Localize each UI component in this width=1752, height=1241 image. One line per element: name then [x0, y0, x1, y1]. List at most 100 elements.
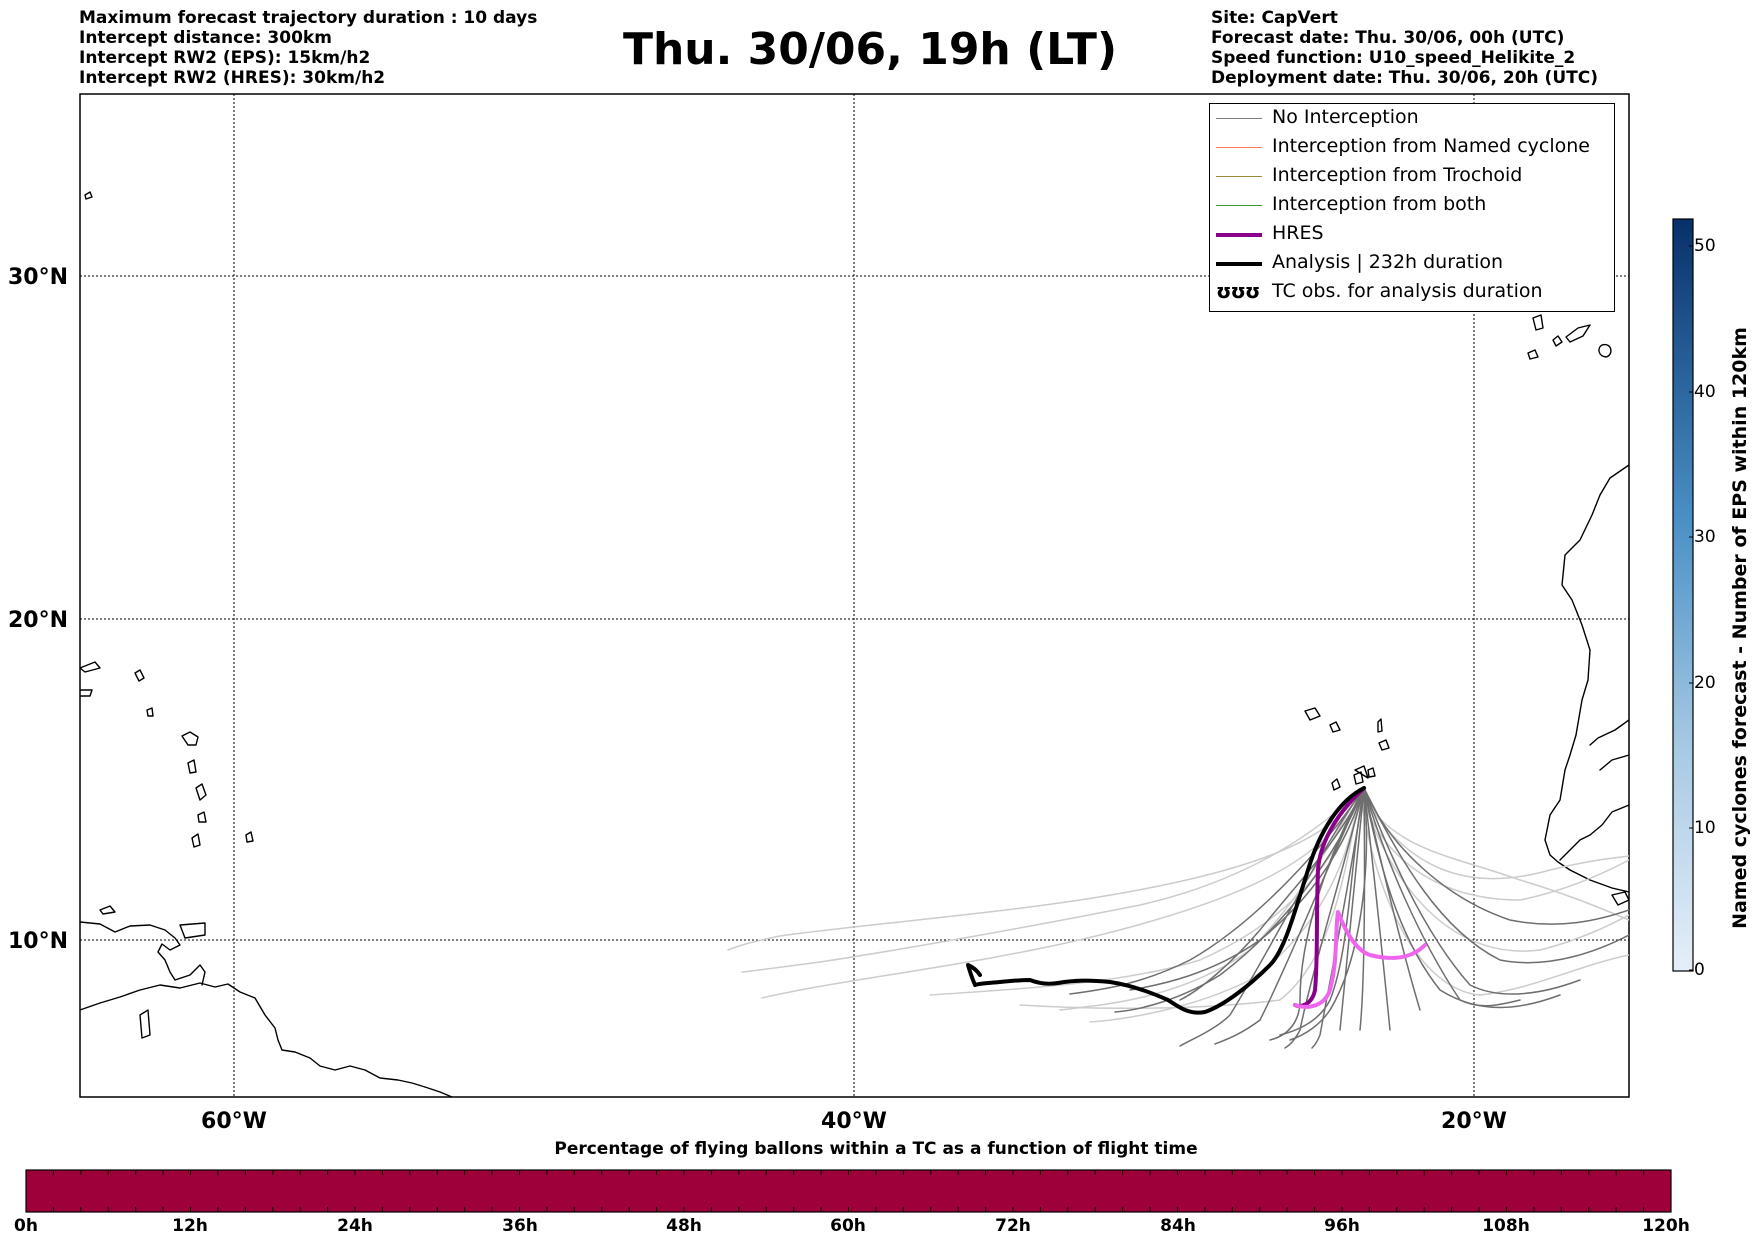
- eps-dark-2: [1214, 787, 1365, 1045]
- eps-light-10: [1359, 789, 1629, 921]
- colorbar-h-tick: 72h: [995, 1216, 1031, 1236]
- legend-label: Interception from Trochoid: [1272, 164, 1523, 186]
- legend-item-named-cyclone: Interception from Named cyclone: [1210, 133, 1614, 162]
- tc-obs-symbol-icon: ʊʊʊ: [1216, 279, 1260, 303]
- colorbar-v-tick-40: 40: [1694, 382, 1716, 402]
- legend-label: Interception from Named cyclone: [1272, 135, 1590, 157]
- legend-label: HRES: [1272, 222, 1324, 244]
- canary-island-5: [1527, 349, 1539, 360]
- eps-dark-20: [1179, 787, 1365, 1001]
- legend-swatch: [1216, 233, 1262, 237]
- colorbar-h-tick: 120h: [1642, 1216, 1690, 1236]
- caribbean-island-4: [181, 731, 199, 746]
- graticule: [80, 94, 1629, 1097]
- coast-venezuela: [80, 921, 206, 986]
- canary-island-2: [1565, 324, 1591, 343]
- eps-dark-7: [1363, 787, 1391, 1031]
- eps-light-1: [727, 789, 1361, 951]
- colorbar-v-label: Named cyclones forecast - Number of EPS …: [1729, 327, 1751, 929]
- colorbar-h-tick: 96h: [1324, 1216, 1360, 1236]
- caribbean-island-10: [99, 905, 116, 915]
- eps-dark-17: [1363, 787, 1561, 1009]
- cape-verde-island-1: [1304, 707, 1321, 721]
- colorbar-h-tick: 0h: [14, 1216, 38, 1236]
- coast-west-africa: [1544, 464, 1629, 893]
- lat-label-30n: 30°N: [8, 265, 68, 290]
- forecast-parameters: Maximum forecast trajectory duration : 1…: [79, 8, 537, 88]
- coast-senegal-detail: [1559, 719, 1629, 861]
- analysis-trajectory-main: [966, 786, 1366, 1015]
- eps-dark-6: [1359, 787, 1366, 1031]
- lon-label-40w: 40°W: [821, 1109, 887, 1134]
- caribbean-island-1: [80, 661, 101, 673]
- colorbar-v-tick-20: 20: [1694, 673, 1716, 693]
- flight-time-colorbar: [25, 1169, 1672, 1213]
- eps-dark-19: [1279, 787, 1365, 1036]
- param-intercept-distance: Intercept distance: 300km: [79, 28, 332, 48]
- legend-item-hres: HRES: [1210, 220, 1614, 249]
- legend-item-no-interception: No Interception: [1210, 104, 1614, 133]
- legend-label: Interception from both: [1272, 193, 1487, 215]
- eps-light-8: [1359, 789, 1629, 880]
- eps-dark-18: [1363, 787, 1629, 925]
- eps-dark-5: [1339, 787, 1365, 1031]
- cape-verde-island-2: [1329, 721, 1341, 733]
- eps-light-9: [1359, 789, 1629, 996]
- caribbean-island-13: [146, 707, 154, 717]
- site-name: Site: CapVert: [1211, 8, 1338, 28]
- legend-item-tc-obs: ʊʊʊ TC obs. for analysis duration: [1210, 278, 1614, 307]
- coast-south-america: [80, 982, 453, 1097]
- eps-dark-15: [1269, 787, 1365, 1041]
- cape-verde-island-3: [1377, 718, 1383, 733]
- eps-dark-14: [1129, 787, 1365, 991]
- page-title: Thu. 30/06, 19h (LT): [622, 24, 1118, 75]
- param-rw2-hres: Intercept RW2 (HRES): 30km/h2: [79, 68, 386, 88]
- legend-swatch: [1216, 205, 1262, 206]
- eps-light-7: [1359, 789, 1629, 952]
- caribbean-island-9: [245, 831, 254, 843]
- legend-label: TC obs. for analysis duration: [1272, 280, 1543, 302]
- eps-dark-16: [1289, 787, 1368, 1041]
- legend-label: No Interception: [1272, 106, 1419, 128]
- caribbean-island-5: [187, 759, 197, 774]
- colorbar-v-tick-30: 30: [1694, 527, 1716, 547]
- coastlines: [80, 191, 1629, 1097]
- lon-label-20w: 20°W: [1441, 1109, 1507, 1134]
- site-info: Site: CapVert Forecast date: Thu. 30/06,…: [1211, 8, 1598, 88]
- eps-light-3: [761, 789, 1361, 999]
- colorbar-h-tick: 48h: [666, 1216, 702, 1236]
- param-max-duration: Maximum forecast trajectory duration : 1…: [79, 8, 538, 28]
- colorbar-v-tick-50: 50: [1694, 236, 1716, 256]
- named-cyclones-colorbar: [1672, 218, 1694, 972]
- eps-light-4: [929, 789, 1361, 996]
- coast-trinidad: [179, 922, 206, 939]
- hres-trajectory-late: [1293, 910, 1427, 1009]
- canary-island-4: [1552, 335, 1563, 347]
- colorbar-h-ticks: [52, 1170, 1645, 1212]
- eps-trajectories-dark: [1069, 787, 1629, 1049]
- forecast-date: Forecast date: Thu. 30/06, 00h (UTC): [1211, 28, 1565, 48]
- caribbean-island-7: [197, 811, 207, 823]
- caribbean-island-12: [84, 191, 93, 200]
- cape-verde-island-6: [1331, 778, 1341, 791]
- west-africa-islands: [1611, 891, 1629, 906]
- param-rw2-eps: Intercept RW2 (EPS): 15km/h2: [79, 48, 371, 68]
- legend-item-both: Interception from both: [1210, 191, 1614, 220]
- eps-dark-10: [1363, 787, 1629, 964]
- eps-dark-1: [1179, 787, 1365, 1047]
- colorbar-h-tick: 60h: [830, 1216, 866, 1236]
- cape-verde-island-7: [1354, 765, 1369, 779]
- caribbean-island-8: [191, 833, 201, 848]
- legend-label: Analysis | 232h duration: [1272, 251, 1504, 273]
- colorbar-h-tick: 24h: [337, 1216, 373, 1236]
- eps-light-2: [741, 789, 1361, 973]
- cape-verde-island-4: [1378, 739, 1390, 751]
- canary-island-1: [1532, 314, 1544, 331]
- caribbean-island-6: [195, 783, 207, 801]
- colorbar-v-ticks: [1689, 245, 1693, 971]
- colorbar-h-tick: 36h: [502, 1216, 538, 1236]
- lon-label-60w: 60°W: [201, 1109, 267, 1134]
- legend-swatch: [1216, 176, 1262, 177]
- caribbean-island-3: [80, 689, 93, 697]
